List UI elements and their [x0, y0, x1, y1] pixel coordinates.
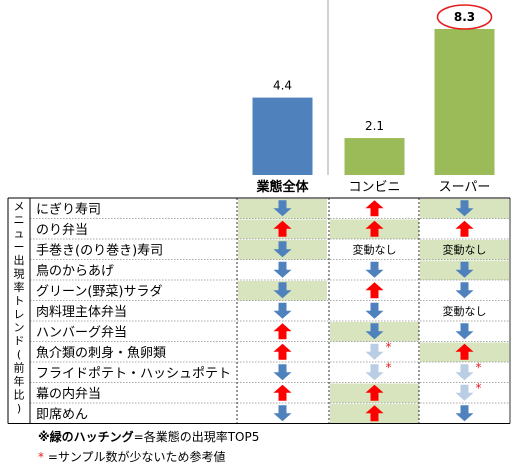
row-label: 魚介類の刺身・魚卵類 [36, 345, 166, 361]
axis-label-char: 率 [14, 280, 25, 294]
row-label: にぎり寿司 [36, 202, 101, 217]
legend-sample-star: * [38, 450, 44, 464]
axis-label-char: ー [14, 240, 25, 253]
bar-1 [252, 97, 313, 175]
up-arrow [273, 220, 292, 237]
bar-value-label: 2.1 [365, 119, 384, 133]
up-arrow [365, 405, 384, 422]
low-sample-mark: * [476, 360, 482, 374]
up-arrow [365, 384, 384, 401]
down-arrow [273, 241, 292, 258]
down-arrow [455, 282, 474, 299]
up-arrow [365, 220, 384, 237]
down-arrow [273, 282, 292, 299]
axis-label-char: 出 [14, 253, 25, 267]
no-change-label: 変動なし [443, 304, 487, 318]
down-arrow [273, 364, 292, 381]
axis-label-char: ド [14, 335, 25, 348]
up-arrow [455, 220, 474, 237]
up-arrow [365, 200, 384, 217]
axis-label-char: 年 [14, 374, 25, 388]
bar-chart-area: 4.4 2.1 8.3 [252, 0, 495, 175]
row-label: 幕の内弁当 [36, 386, 101, 402]
axis-label-char: ュ [14, 227, 25, 240]
legend-hatching-label: ※緑のハッチング [38, 430, 134, 444]
up-arrow [455, 343, 474, 360]
up-arrow [273, 323, 292, 340]
low-sample-mark: * [386, 360, 392, 374]
row-label: 鳥のからあげ [36, 264, 114, 279]
up-arrow [273, 384, 292, 401]
axis-label-char: ) [17, 402, 21, 415]
legend-hatching-text: =各業態の出現率TOP5 [133, 430, 260, 444]
category-header: コンビニ [348, 180, 400, 195]
bar-value-label: 8.3 [454, 10, 475, 24]
down-arrow [455, 405, 474, 422]
row-label: グリーン(野菜)サラダ [36, 284, 163, 299]
row-label: 肉料理主体弁当 [36, 305, 127, 320]
category-header: 業態全体 [255, 179, 309, 195]
row-label: ハンバーグ弁当 [36, 325, 127, 340]
down-arrow [365, 302, 384, 319]
up-arrow [273, 343, 292, 360]
axis-label-char: 前 [14, 361, 25, 375]
down-arrow [455, 384, 474, 401]
highlight-circle [436, 4, 493, 30]
bar-3 [434, 29, 495, 175]
low-sample-mark: * [476, 381, 482, 395]
row-label: フライドポテト・ハッシュポテト [36, 366, 231, 381]
down-arrow [365, 323, 384, 340]
row-label: のり弁当 [36, 223, 88, 238]
down-arrow [273, 261, 292, 278]
up-arrow [365, 282, 384, 299]
down-arrow [273, 405, 292, 422]
category-header: スーパー [439, 180, 491, 195]
axis-label-char: 比 [14, 389, 25, 402]
row-label: 即席めん [36, 406, 88, 422]
bar-value-label: 4.4 [273, 79, 292, 93]
no-change-label: 変動なし [353, 242, 397, 256]
axis-label-char: ン [14, 321, 25, 334]
top5-cell [420, 240, 509, 260]
axis-label-char: レ [14, 308, 25, 321]
down-arrow [365, 343, 384, 360]
down-arrow [455, 200, 474, 217]
legend-sample-text: =サンプル数が少ないため参考値 [44, 450, 226, 464]
down-arrow [273, 302, 292, 319]
down-arrow [365, 364, 384, 381]
low-sample-mark: * [386, 340, 392, 354]
axis-label-char: ニ [14, 213, 25, 226]
down-arrow [365, 261, 384, 278]
no-change-label: 変動なし [443, 242, 487, 256]
down-arrow [273, 200, 292, 217]
legend-hatching-note: ※緑のハッチング=各業態の出現率TOP5 [38, 428, 259, 445]
axis-label-char: 現 [14, 267, 25, 280]
axis-label-char: メ [14, 200, 25, 213]
down-arrow [455, 364, 474, 381]
legend-sample-note: * =サンプル数が少ないため参考値 [38, 448, 226, 465]
down-arrow [455, 323, 474, 340]
row-label: 手巻き(のり巻き)寿司 [36, 243, 163, 258]
axis-label-char: ト [14, 294, 25, 307]
axis-label-char: ( [17, 348, 21, 361]
down-arrow [455, 261, 474, 278]
bar-2 [344, 138, 405, 175]
